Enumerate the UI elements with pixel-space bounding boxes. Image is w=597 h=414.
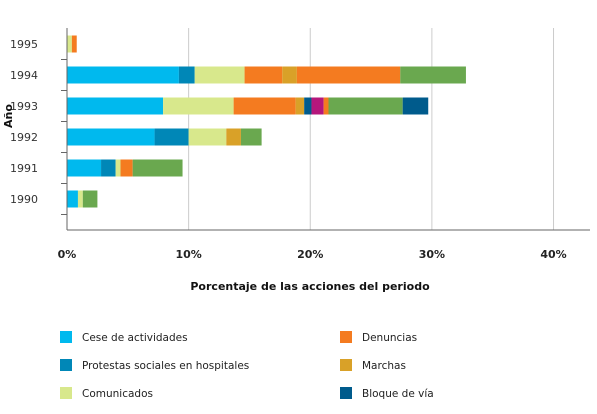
legend-swatch-5 [340,387,352,399]
x-tick-label-0: 0% [58,248,77,261]
x-axis-title: Porcentaje de las acciones del periodo [190,280,430,293]
y-tick-label-1990: 1990 [10,193,38,206]
y-tick-label-1995: 1995 [10,38,38,51]
bar-1993-segment-6 [304,97,312,115]
bar-1994-segment-3 [244,66,283,84]
legend-swatch-0 [60,331,72,343]
legend-swatch-2 [60,387,72,399]
legend-swatch-1 [60,359,72,371]
y-tick-label-1991: 1991 [10,162,38,175]
y-tick-label-1993: 1993 [10,100,38,113]
bar-1994-segment-0 [67,66,179,84]
bar-1993-segment-10 [402,97,429,115]
bar-1993-segment-2 [163,97,234,115]
bar-1991-segment-9 [132,159,183,177]
y-axis-title: Año [2,104,15,128]
bar-1993-segment-8 [323,97,329,115]
bar-1992-segment-1 [154,128,189,146]
bar-1994-segment-5 [296,66,401,84]
bar-1990-segment-2 [77,190,83,208]
axes [61,28,590,231]
legend-label-0: Cese de actividades [82,332,188,344]
bar-1991-segment-0 [67,159,102,177]
legend-label-4: Marchas [362,360,406,372]
bar-1990-segment-9 [82,190,98,208]
x-tick-label-2: 20% [297,248,323,261]
legend-label-3: Denuncias [362,332,417,344]
bar-1993-segment-7 [311,97,324,115]
legend: Cese de actividades Protestas sociales en… [60,331,434,400]
bar-1991-segment-2 [115,159,121,177]
bar-1995-segment-2 [67,35,72,53]
legend-swatch-3 [340,331,352,343]
tick-labels: 1995 1994 1993 1992 1991 1990 0% 10% 20% 30% 40% [10,38,567,261]
bar-1993-segment-9 [328,97,403,115]
bar-1993-segment-4 [295,97,305,115]
bar-1993-segment-0 [67,97,164,115]
bars [67,35,466,208]
bar-1991-segment-1 [101,159,116,177]
x-tick-label-3: 30% [419,248,445,261]
bar-1994-segment-9 [400,66,466,84]
bar-1994-segment-1 [178,66,195,84]
legend-label-5: Bloque de vía [362,388,434,400]
bar-1992-segment-2 [188,128,227,146]
bar-1992-segment-0 [67,128,155,146]
x-tick-label-1: 10% [175,248,201,261]
bar-1992-segment-9 [240,128,262,146]
x-tick-label-4: 40% [540,248,566,261]
bar-1992-segment-4 [226,128,241,146]
bar-1994-segment-4 [282,66,297,84]
y-tick-label-1992: 1992 [10,131,38,144]
bar-1991-segment-3 [120,159,133,177]
bar-1993-segment-3 [233,97,296,115]
y-tick-label-1994: 1994 [10,69,38,82]
bar-1990-segment-0 [67,190,78,208]
legend-label-2: Comunicados [82,388,153,400]
legend-label-1: Protestas sociales en hospitales [82,360,249,372]
bar-1994-segment-2 [194,66,245,84]
legend-swatch-4 [340,359,352,371]
bar-1995-segment-3 [71,35,77,53]
